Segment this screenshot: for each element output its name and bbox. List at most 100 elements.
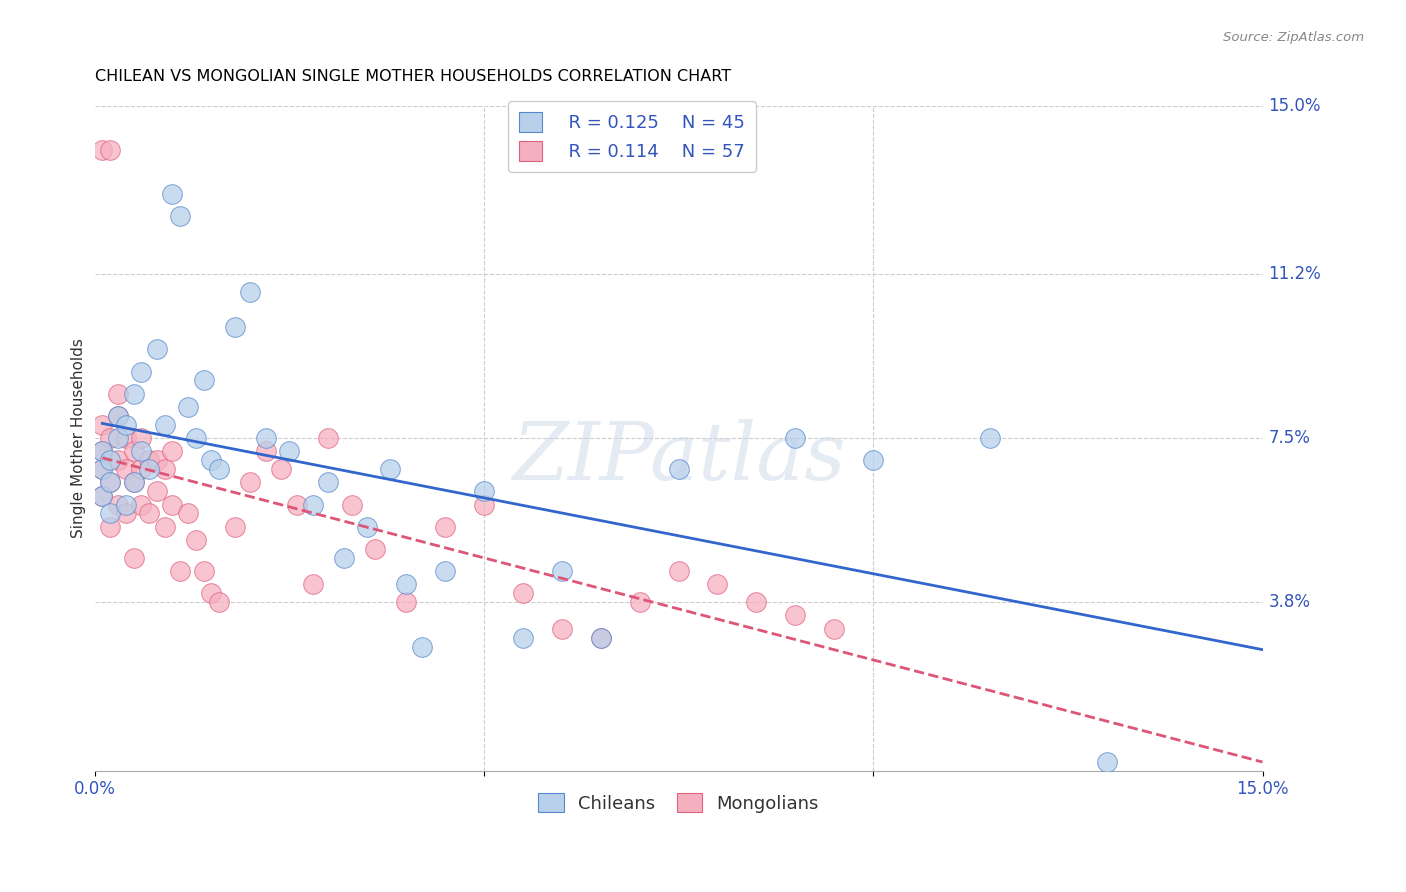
Text: Source: ZipAtlas.com: Source: ZipAtlas.com [1223,31,1364,45]
Text: 3.8%: 3.8% [1268,593,1310,611]
Point [512,586,534,600]
Point [433,520,456,534]
Text: 11.2%: 11.2% [1268,265,1322,283]
Text: 7.5%: 7.5% [1268,429,1310,447]
Point [512,631,534,645]
Point [107,409,129,423]
Point [114,462,136,476]
Point [589,631,612,645]
Point [628,595,651,609]
Point [138,453,160,467]
Point [332,550,354,565]
Point [301,498,323,512]
Point [98,520,121,534]
Legend: Chileans, Mongolians: Chileans, Mongolians [529,783,828,822]
Point [107,498,129,512]
Point [316,431,339,445]
Point [551,622,574,636]
Point [285,498,308,512]
Point [129,498,152,512]
Point [98,475,121,490]
Point [122,475,145,490]
Point [239,285,262,299]
Point [316,475,339,490]
Point [254,431,277,445]
Point [146,343,169,357]
Point [129,444,152,458]
Point [107,409,129,423]
Point [239,475,262,490]
Point [162,498,184,512]
Point [177,507,200,521]
Point [153,462,176,476]
Point [356,520,378,534]
Text: CHILEAN VS MONGOLIAN SINGLE MOTHER HOUSEHOLDS CORRELATION CHART: CHILEAN VS MONGOLIAN SINGLE MOTHER HOUSE… [94,69,731,84]
Point [411,640,433,654]
Point [551,564,574,578]
Point [301,577,323,591]
Point [395,595,418,609]
Point [138,462,160,476]
Point [107,386,129,401]
Point [114,431,136,445]
Point [98,475,121,490]
Point [785,608,807,623]
Point [153,417,176,432]
Point [114,498,136,512]
Point [395,577,418,591]
Point [200,453,222,467]
Point [184,533,207,547]
Point [254,444,277,458]
Point [169,564,191,578]
Point [129,431,152,445]
Point [224,320,246,334]
Point [862,453,884,467]
Point [91,444,114,458]
Point [122,386,145,401]
Point [98,431,121,445]
Point [122,550,145,565]
Point [98,453,121,467]
Point [129,462,152,476]
Point [91,489,114,503]
Point [785,431,807,445]
Text: ZIPatlas: ZIPatlas [512,419,845,497]
Point [472,498,495,512]
Point [193,564,215,578]
Point [668,564,690,578]
Point [979,431,1001,445]
Text: 15.0%: 15.0% [1268,96,1320,114]
Y-axis label: Single Mother Households: Single Mother Households [72,338,86,538]
Point [200,586,222,600]
Point [146,453,169,467]
Point [193,374,215,388]
Point [107,431,129,445]
Point [129,365,152,379]
Point [114,507,136,521]
Point [1095,755,1118,769]
Point [364,541,387,556]
Point [162,187,184,202]
Point [208,462,231,476]
Point [122,444,145,458]
Point [668,462,690,476]
Point [107,453,129,467]
Point [91,143,114,157]
Point [340,498,363,512]
Point [224,520,246,534]
Point [177,400,200,414]
Point [114,417,136,432]
Point [146,484,169,499]
Point [208,595,231,609]
Point [91,462,114,476]
Point [91,462,114,476]
Point [91,417,114,432]
Point [472,484,495,499]
Point [270,462,292,476]
Point [823,622,845,636]
Point [169,210,191,224]
Point [122,475,145,490]
Point [433,564,456,578]
Point [91,444,114,458]
Point [98,507,121,521]
